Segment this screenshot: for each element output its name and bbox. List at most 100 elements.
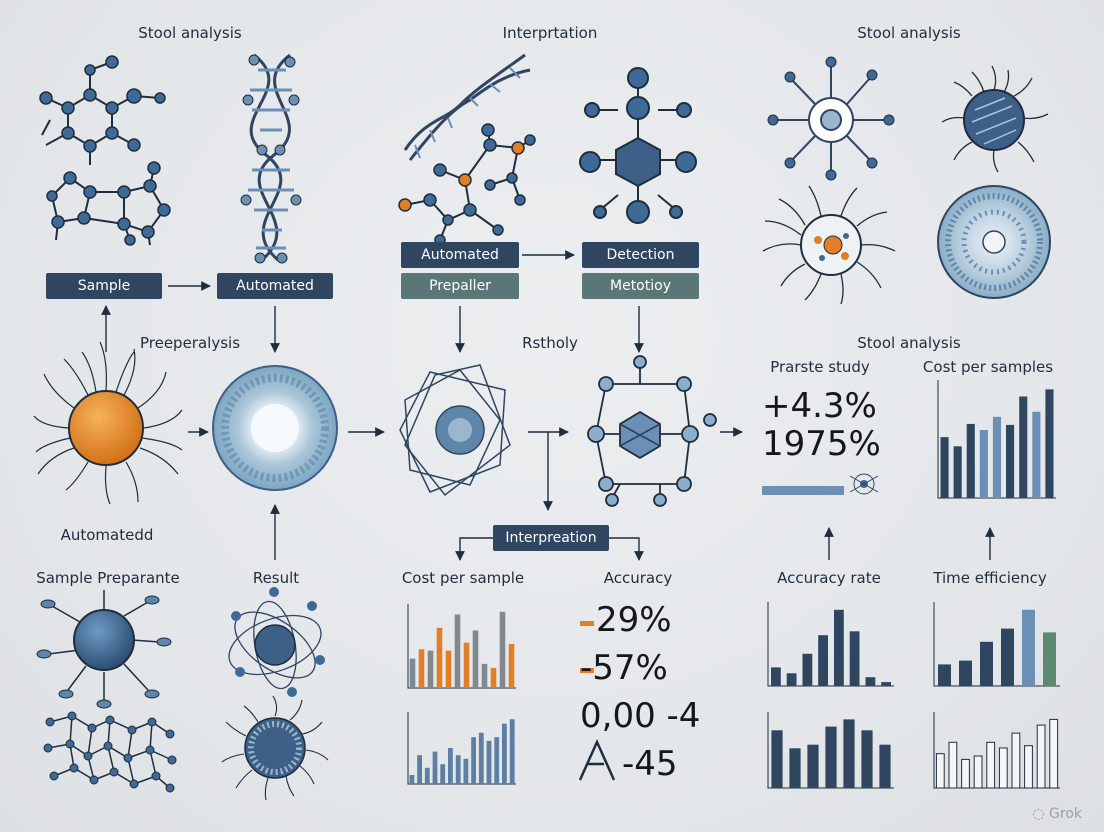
label-accuracy-rate: Accuracy rate bbox=[777, 569, 881, 587]
label-accuracy: Accuracy bbox=[603, 569, 673, 587]
bar-chart-3 bbox=[407, 712, 516, 785]
box-automated-1: Automated bbox=[217, 273, 333, 299]
helix-molecule-icon bbox=[398, 53, 536, 246]
chart-bar bbox=[802, 653, 813, 686]
chart-bar bbox=[1045, 389, 1054, 498]
chart-bar bbox=[861, 730, 873, 788]
dna-helix-icon bbox=[240, 53, 302, 264]
chart-bar bbox=[865, 677, 876, 686]
chart-bar bbox=[463, 642, 470, 688]
fuzzy-cell-icon bbox=[221, 695, 329, 801]
chart-bar bbox=[935, 753, 945, 789]
chart-bar bbox=[486, 740, 492, 784]
hexagon-molecule-icon bbox=[579, 67, 697, 224]
chart-bar bbox=[508, 643, 515, 688]
progress-bar bbox=[762, 473, 879, 495]
round-cell-icon bbox=[937, 185, 1051, 299]
chart-bar bbox=[966, 423, 975, 498]
chart-bar bbox=[502, 723, 507, 784]
label-cost-per-sample: Cost per sample bbox=[401, 569, 525, 587]
label-prarste-study: Prarste study bbox=[770, 358, 870, 376]
stat-prarste-1: +4.3% bbox=[762, 386, 877, 426]
chart-axis bbox=[937, 380, 1056, 499]
molecule-icon bbox=[41, 61, 161, 165]
chart-bar bbox=[1036, 724, 1046, 789]
stat-prarste-2: 1975% bbox=[762, 424, 881, 464]
chart-bar bbox=[478, 732, 484, 784]
chart-bar bbox=[998, 747, 1008, 789]
label-cost-per-samples: Cost per samples bbox=[922, 358, 1054, 376]
stat-accuracy-1: 29% bbox=[596, 600, 672, 640]
bar-chart-7 bbox=[933, 712, 1060, 789]
chart-bar bbox=[409, 775, 415, 784]
chart-bar bbox=[948, 741, 958, 789]
chart-bar bbox=[509, 719, 515, 784]
bar-chart-2 bbox=[407, 604, 516, 689]
chart-bar bbox=[499, 611, 506, 688]
chart-bar bbox=[481, 663, 488, 688]
chart-bar bbox=[472, 630, 479, 688]
orbit-cell-icon bbox=[228, 587, 325, 697]
chart-bar bbox=[986, 741, 996, 789]
chart-bar bbox=[953, 446, 962, 498]
petri-cell-icon bbox=[212, 365, 338, 491]
chart-bar bbox=[494, 737, 500, 784]
chart-axis bbox=[407, 712, 516, 785]
chart-bar bbox=[471, 737, 476, 784]
stat-accuracy-4: -45 bbox=[622, 744, 678, 784]
chart-bar bbox=[818, 635, 828, 686]
chart-bar bbox=[1011, 732, 1021, 789]
chart-bar bbox=[961, 758, 970, 789]
chart-axis bbox=[407, 604, 516, 689]
bar-chart-5 bbox=[933, 602, 1060, 687]
triangle-icon bbox=[578, 738, 616, 781]
chart-bar bbox=[1022, 609, 1035, 686]
label-sample-preparante: Sample Preparante bbox=[36, 569, 180, 587]
chart-bar bbox=[938, 664, 951, 686]
chart-bar bbox=[1032, 411, 1041, 498]
box-sample: Sample bbox=[46, 273, 162, 299]
bar-chart-6 bbox=[767, 712, 894, 789]
charts-layer bbox=[407, 380, 1060, 789]
box-interpreation: Interpreation bbox=[493, 525, 609, 551]
chart-bar bbox=[1043, 632, 1056, 686]
box-automated-2: Automated bbox=[401, 242, 519, 268]
chart-bar bbox=[424, 767, 430, 784]
label-interpretation-top: Interprtation bbox=[502, 24, 598, 42]
chart-bar bbox=[463, 758, 469, 784]
label-stool-analysis-1: Stool analysis bbox=[138, 24, 242, 42]
star-network-icon bbox=[399, 364, 511, 497]
chart-bar bbox=[455, 755, 461, 784]
chart-bar bbox=[409, 658, 416, 688]
chart-bar bbox=[432, 751, 438, 784]
label-stool-analysis-2: Stool analysis bbox=[857, 24, 961, 42]
chart-axis bbox=[933, 602, 1060, 687]
bottom-cell-icon bbox=[36, 590, 172, 709]
hairy-cell-orange-icon bbox=[762, 185, 896, 305]
chart-bar bbox=[1006, 424, 1015, 498]
label-automatedd: Automatedd bbox=[60, 526, 154, 544]
watermark-text: Grok bbox=[1049, 806, 1082, 822]
watermark: ◌ Grok bbox=[1032, 806, 1082, 822]
chart-bar bbox=[807, 744, 819, 788]
chart-bar bbox=[843, 719, 855, 788]
chart-bar bbox=[849, 631, 860, 686]
box-prepaller: Prepaller bbox=[401, 273, 519, 299]
label-preeperalysis: Preeperalysis bbox=[139, 334, 241, 352]
chart-bar bbox=[789, 748, 801, 788]
chart-bar bbox=[980, 641, 993, 686]
hairy-cell-icon bbox=[941, 65, 1049, 173]
stat-accuracy-3: 0,00 -4 bbox=[580, 696, 701, 736]
chart-bar bbox=[786, 673, 797, 686]
chart-bar bbox=[427, 650, 434, 688]
chart-bar bbox=[940, 437, 949, 498]
chart-bar bbox=[418, 649, 425, 688]
chart-bar bbox=[1024, 745, 1033, 789]
label-result: Result bbox=[252, 569, 300, 587]
chart-bar bbox=[771, 730, 783, 788]
box-detection: Detection bbox=[582, 242, 699, 268]
chart-bar bbox=[879, 744, 891, 788]
chart-bar bbox=[1001, 628, 1014, 686]
chart-bar bbox=[448, 748, 453, 784]
